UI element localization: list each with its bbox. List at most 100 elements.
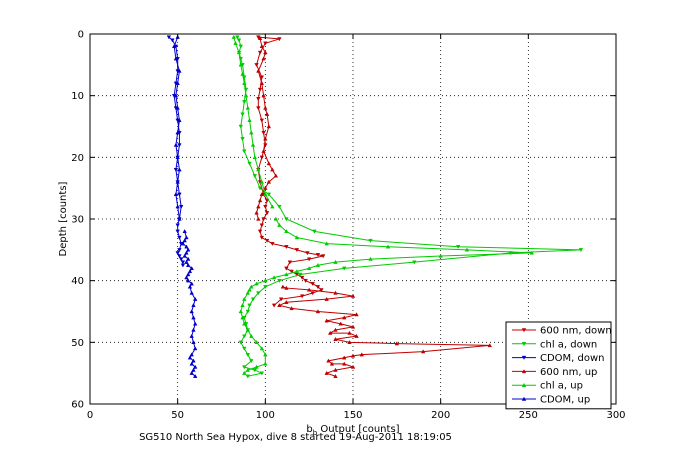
data-point xyxy=(238,340,244,345)
data-point xyxy=(175,105,180,110)
y-axis-label: Depth [counts] xyxy=(58,181,69,256)
data-point xyxy=(191,340,196,345)
data-point xyxy=(257,87,263,92)
data-point xyxy=(177,192,182,197)
data-point xyxy=(305,251,310,256)
legend-label: CDOM, up xyxy=(540,395,590,406)
legend-marker xyxy=(521,342,527,346)
data-point xyxy=(185,256,191,261)
data-point xyxy=(306,287,312,292)
data-point xyxy=(189,309,194,314)
x-tick-label: 250 xyxy=(519,410,538,421)
data-point xyxy=(240,112,245,117)
data-point xyxy=(236,50,242,55)
data-point xyxy=(254,63,259,68)
data-point xyxy=(243,93,249,98)
data-point xyxy=(259,371,265,376)
data-point xyxy=(261,93,266,98)
data-point xyxy=(259,235,265,240)
data-point xyxy=(192,364,198,369)
legend-label: chl a, up xyxy=(540,381,583,392)
data-point xyxy=(350,293,356,298)
x-tick-label: 100 xyxy=(256,410,275,421)
data-point xyxy=(420,349,426,354)
data-point xyxy=(175,223,180,228)
data-point xyxy=(247,118,252,123)
data-point xyxy=(263,361,268,366)
data-point xyxy=(333,259,338,264)
data-point xyxy=(263,192,268,197)
series-0 xyxy=(254,35,326,308)
y-tick-label: 30 xyxy=(71,215,84,226)
data-point xyxy=(299,294,305,299)
legend: 600 nm, down chl a, down CDOM, down 600 nm,… xyxy=(505,321,612,410)
data-point xyxy=(263,136,268,141)
data-point xyxy=(306,266,312,271)
series-6 xyxy=(254,36,279,221)
data-point xyxy=(263,204,268,209)
data-point xyxy=(256,97,261,102)
y-tick-label: 20 xyxy=(71,153,84,164)
series-7 xyxy=(231,34,275,209)
x-tick-label: 0 xyxy=(87,410,93,421)
data-point xyxy=(175,155,180,160)
series-2 xyxy=(166,35,186,268)
data-point xyxy=(257,229,263,234)
data-point xyxy=(310,282,315,287)
data-point xyxy=(324,241,329,246)
data-point xyxy=(278,297,284,302)
data-point xyxy=(177,118,182,123)
data-point xyxy=(264,238,270,243)
data-point xyxy=(368,238,373,243)
data-point xyxy=(245,290,251,295)
data-point xyxy=(182,253,187,258)
data-point xyxy=(177,235,182,240)
data-point xyxy=(315,253,321,258)
data-point xyxy=(294,235,300,240)
data-point xyxy=(257,50,263,55)
y-tick-label: 40 xyxy=(71,276,84,287)
data-point xyxy=(455,245,461,250)
data-point xyxy=(175,81,180,86)
data-point xyxy=(277,204,282,209)
data-point xyxy=(185,262,191,267)
data-point xyxy=(261,56,266,61)
data-point xyxy=(187,269,193,274)
data-point xyxy=(320,254,326,259)
data-point xyxy=(184,235,189,240)
data-point xyxy=(249,359,254,364)
data-point xyxy=(264,211,270,216)
data-point xyxy=(310,291,315,296)
data-point xyxy=(299,275,305,280)
data-point xyxy=(271,303,277,308)
legend-label: 600 nm, up xyxy=(540,367,597,378)
data-point xyxy=(256,216,261,221)
data-point xyxy=(342,355,347,360)
data-point xyxy=(242,334,247,339)
series-1 xyxy=(235,35,584,379)
data-point xyxy=(256,35,261,40)
data-point xyxy=(256,167,261,172)
y-tick-label: 60 xyxy=(71,400,84,411)
data-point xyxy=(350,364,356,369)
data-point xyxy=(315,262,321,267)
data-point xyxy=(231,34,236,39)
data-point xyxy=(289,269,294,274)
data-point xyxy=(242,81,247,86)
data-point xyxy=(187,355,193,360)
data-point xyxy=(173,167,179,172)
data-point xyxy=(191,303,196,308)
legend-item: 600 nm, down xyxy=(512,326,612,337)
data-point xyxy=(259,81,265,86)
data-point xyxy=(266,179,272,184)
data-point xyxy=(578,248,584,253)
data-point xyxy=(180,241,186,246)
data-point xyxy=(175,204,180,209)
data-point xyxy=(240,137,245,142)
data-point xyxy=(354,312,359,317)
legend-marker xyxy=(521,383,527,387)
data-point xyxy=(338,321,343,326)
data-point xyxy=(294,248,300,253)
data-point xyxy=(175,251,180,256)
data-point xyxy=(333,290,338,295)
